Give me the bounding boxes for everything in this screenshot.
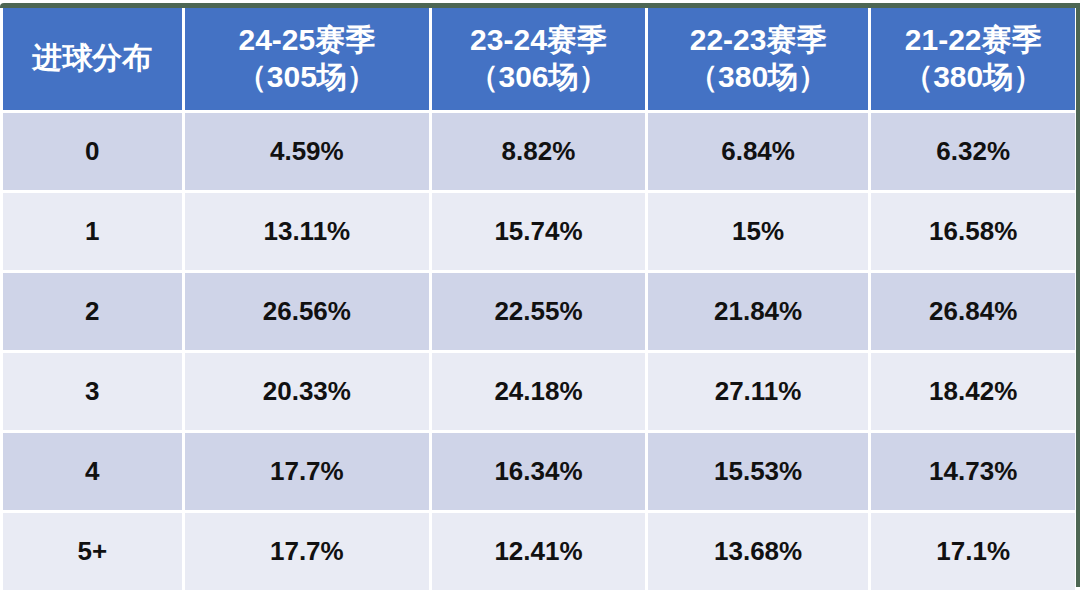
cell-value: 12.41% <box>432 513 645 590</box>
row-label: 0 <box>3 113 182 190</box>
season-label: 21-22赛季 <box>905 23 1042 56</box>
cell-value: 13.68% <box>648 513 869 590</box>
cell-value: 17.7% <box>185 513 430 590</box>
cell-value: 8.82% <box>432 113 645 190</box>
header-cell-season-22-23: 22-23赛季 （380场） <box>648 6 869 110</box>
cell-value: 26.56% <box>185 273 430 350</box>
cell-value: 6.84% <box>648 113 869 190</box>
cell-value: 13.11% <box>185 193 430 270</box>
cell-value: 18.42% <box>871 353 1075 430</box>
cell-value: 14.73% <box>871 433 1075 510</box>
season-label: 23-24赛季 <box>470 23 607 56</box>
cell-value: 17.7% <box>185 433 430 510</box>
row-label: 5+ <box>3 513 182 590</box>
row-label: 3 <box>3 353 182 430</box>
header-cell-corner: 进球分布 <box>3 6 182 110</box>
screenshot-frame: 进球分布 24-25赛季 （305场） 23-24赛季 （306场） 22-23… <box>0 3 1080 607</box>
season-label: 22-23赛季 <box>690 23 827 56</box>
row-label: 1 <box>3 193 182 270</box>
row-label: 2 <box>3 273 182 350</box>
table-row-goals-5plus: 5+ 17.7% 12.41% 13.68% 17.1% <box>3 513 1075 590</box>
cell-value: 6.32% <box>871 113 1075 190</box>
right-border-line <box>1076 3 1080 587</box>
cell-value: 15% <box>648 193 869 270</box>
cell-value: 15.74% <box>432 193 645 270</box>
top-border-line <box>0 3 1080 8</box>
cell-value: 21.84% <box>648 273 869 350</box>
table-body: 0 4.59% 8.82% 6.84% 6.32% 1 13.11% 15.74… <box>3 113 1075 590</box>
cell-value: 27.11% <box>648 353 869 430</box>
cell-value: 24.18% <box>432 353 645 430</box>
cell-value: 4.59% <box>185 113 430 190</box>
games-count: （306场） <box>432 58 645 96</box>
cell-value: 15.53% <box>648 433 869 510</box>
goal-distribution-table: 进球分布 24-25赛季 （305场） 23-24赛季 （306场） 22-23… <box>0 3 1078 593</box>
season-label: 24-25赛季 <box>238 23 375 56</box>
table-row-goals-1: 1 13.11% 15.74% 15% 16.58% <box>3 193 1075 270</box>
cell-value: 26.84% <box>871 273 1075 350</box>
games-count: （305场） <box>185 58 430 96</box>
table-row-goals-2: 2 26.56% 22.55% 21.84% 26.84% <box>3 273 1075 350</box>
header-row: 进球分布 24-25赛季 （305场） 23-24赛季 （306场） 22-23… <box>3 6 1075 110</box>
cell-value: 20.33% <box>185 353 430 430</box>
cell-value: 17.1% <box>871 513 1075 590</box>
cell-value: 16.34% <box>432 433 645 510</box>
header-cell-season-23-24: 23-24赛季 （306场） <box>432 6 645 110</box>
cell-value: 22.55% <box>432 273 645 350</box>
row-label: 4 <box>3 433 182 510</box>
header-cell-season-21-22: 21-22赛季 （380场） <box>871 6 1075 110</box>
cell-value: 16.58% <box>871 193 1075 270</box>
table-row-goals-3: 3 20.33% 24.18% 27.11% 18.42% <box>3 353 1075 430</box>
games-count: （380场） <box>871 58 1075 96</box>
table-header: 进球分布 24-25赛季 （305场） 23-24赛季 （306场） 22-23… <box>3 6 1075 110</box>
games-count: （380场） <box>648 58 869 96</box>
table-row-goals-0: 0 4.59% 8.82% 6.84% 6.32% <box>3 113 1075 190</box>
header-cell-season-24-25: 24-25赛季 （305场） <box>185 6 430 110</box>
table-row-goals-4: 4 17.7% 16.34% 15.53% 14.73% <box>3 433 1075 510</box>
